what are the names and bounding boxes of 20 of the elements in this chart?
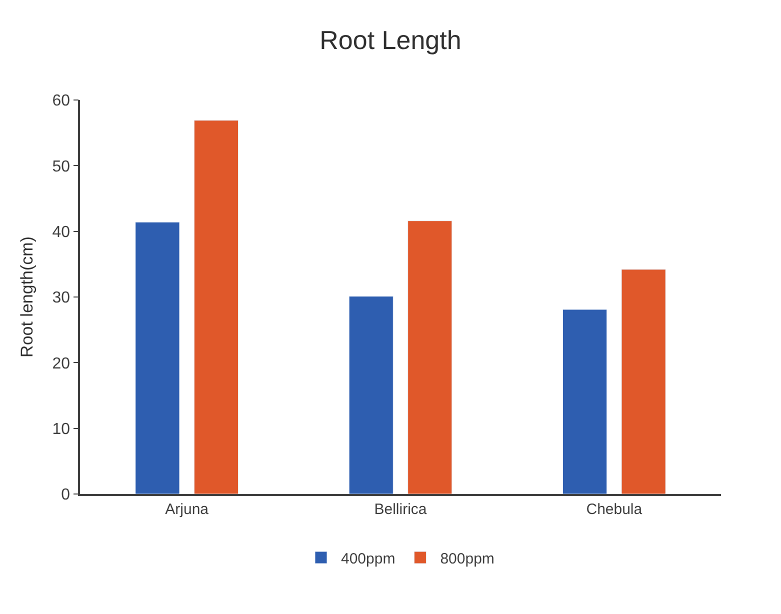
legend-label: 400ppm [341, 550, 396, 568]
y-tick-label: 60 [52, 92, 70, 110]
x-tick-label: Bellirica [374, 500, 428, 518]
bar [135, 222, 180, 494]
bar [562, 309, 608, 494]
x-tick-label: Arjuna [165, 500, 210, 518]
y-tick-label: 0 [61, 486, 70, 504]
chart-title: Root Length [320, 24, 462, 55]
y-tick-label: 20 [52, 355, 70, 372]
bar [348, 296, 394, 494]
bar [621, 269, 666, 494]
y-axis-title: Root length(cm) [17, 236, 36, 358]
y-tick-label: 30 [52, 290, 70, 307]
bar [194, 120, 238, 494]
y-tick-label: 40 [52, 224, 70, 241]
y-tick-label: 10 [52, 420, 70, 438]
x-tick-label: Chebula [586, 500, 643, 518]
bar [408, 220, 452, 494]
y-tick-label: 50 [52, 158, 70, 176]
legend-label: 800ppm [440, 550, 494, 568]
